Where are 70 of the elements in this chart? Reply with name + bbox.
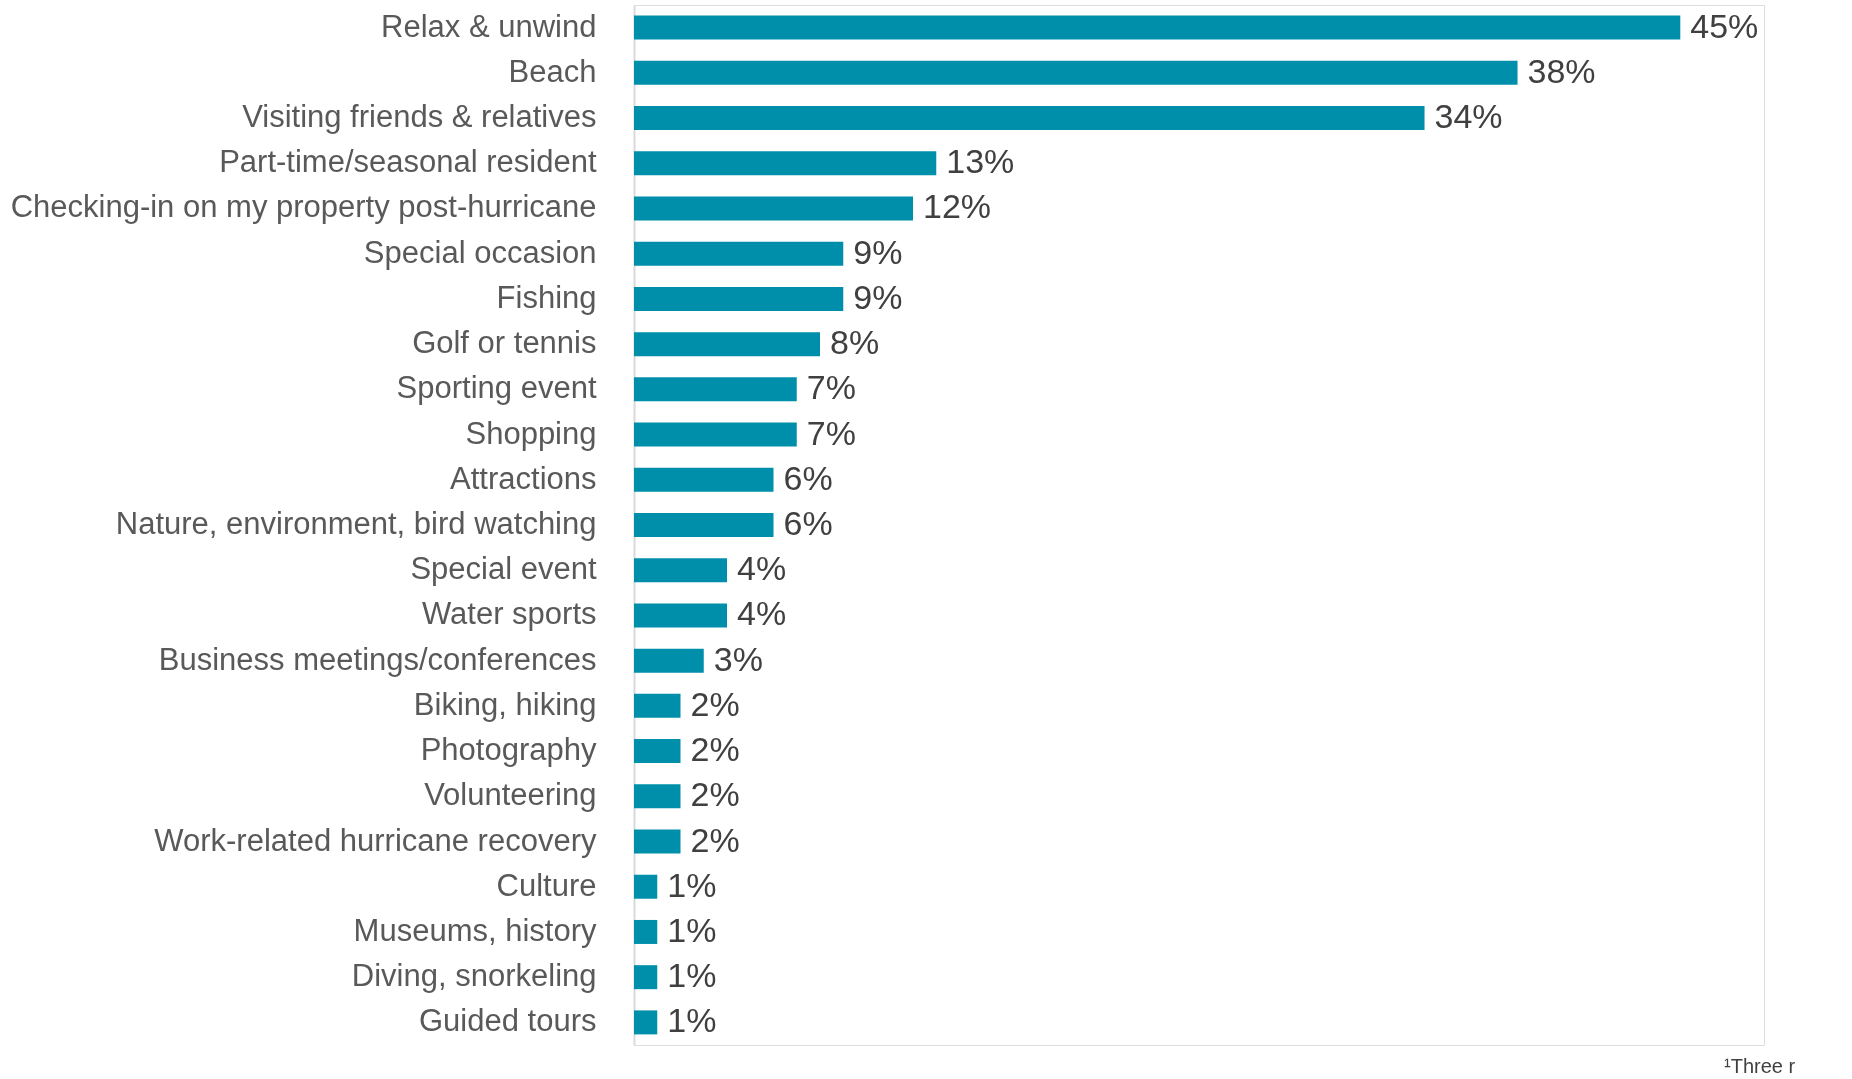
data-label: 2%	[690, 684, 740, 723]
bar	[634, 558, 727, 583]
y-tick-label: Work-related hurricane recovery	[154, 822, 597, 858]
y-tick-label: Guided tours	[419, 1003, 597, 1039]
bar	[634, 151, 937, 176]
bar	[634, 648, 704, 673]
bar	[634, 829, 681, 854]
data-label: 3%	[713, 639, 763, 678]
data-label: 7%	[806, 413, 856, 452]
bar	[634, 603, 727, 628]
bar	[634, 60, 1518, 85]
bar	[634, 286, 844, 311]
y-tick-label: Visiting friends & relatives	[242, 99, 597, 135]
data-label: 2%	[690, 775, 740, 814]
text: ¹Three r	[1724, 1055, 1796, 1077]
bar	[634, 332, 821, 357]
bar	[634, 965, 658, 990]
bar	[634, 377, 797, 402]
data-label: 38%	[1527, 51, 1596, 90]
bar	[634, 1010, 658, 1035]
data-label: 13%	[946, 142, 1015, 181]
data-label: 1%	[667, 1001, 717, 1040]
data-label: 1%	[667, 956, 717, 995]
data-label: 2%	[690, 730, 740, 769]
data-label: 6%	[783, 458, 833, 497]
data-label: 4%	[737, 594, 787, 633]
data-label: 34%	[1434, 97, 1503, 136]
y-tick-label: Attractions	[450, 460, 597, 496]
data-label: 7%	[806, 368, 856, 407]
y-tick-label: Golf or tennis	[412, 325, 597, 361]
y-tick-label: Part-time/seasonal resident	[219, 144, 597, 180]
bar	[634, 422, 797, 447]
bar	[634, 196, 914, 221]
bar	[634, 693, 681, 718]
data-label: 8%	[830, 323, 880, 362]
data-label: 6%	[783, 504, 833, 542]
y-tick-label: Business meetings/conferences	[158, 641, 597, 677]
y-tick-label: Water sports	[421, 596, 597, 632]
y-tick-label: Diving, snorkeling	[351, 958, 597, 994]
bar	[634, 513, 774, 537]
bar	[634, 739, 681, 764]
y-tick-label: Relax & unwind	[381, 8, 597, 44]
data-label: 4%	[737, 549, 787, 588]
y-tick-label: Nature, environment, bird watching	[115, 506, 597, 541]
bar	[634, 241, 844, 266]
y-tick-label: Shopping	[465, 415, 597, 451]
data-label: 9%	[853, 232, 903, 271]
y-tick-label: Biking, hiking	[413, 686, 597, 722]
bar	[634, 106, 1425, 131]
bar	[634, 467, 774, 492]
y-tick-label: Fishing	[496, 279, 597, 315]
bar	[634, 919, 658, 944]
y-tick-label: Sporting event	[396, 370, 597, 406]
data-label: 1%	[667, 910, 717, 949]
data-label: 9%	[853, 277, 903, 316]
y-tick-label: Special event	[410, 551, 597, 587]
data-label: 45%	[1690, 6, 1759, 45]
y-tick-label: Culture	[496, 867, 597, 903]
data-label: 12%	[923, 187, 992, 226]
y-tick-label: Beach	[508, 53, 597, 89]
bar	[634, 874, 658, 899]
data-label: 1%	[667, 865, 717, 904]
y-tick-label: Museums, history	[353, 912, 597, 948]
y-tick-label: Special occasion	[363, 234, 597, 270]
bar	[634, 15, 1681, 40]
y-tick-label: Volunteering	[424, 777, 597, 813]
bar	[634, 784, 681, 809]
y-tick-label: Checking-in on my property post-hurricane	[10, 189, 597, 225]
y-tick-label: Photography	[420, 732, 597, 768]
data-label: 2%	[690, 820, 740, 859]
